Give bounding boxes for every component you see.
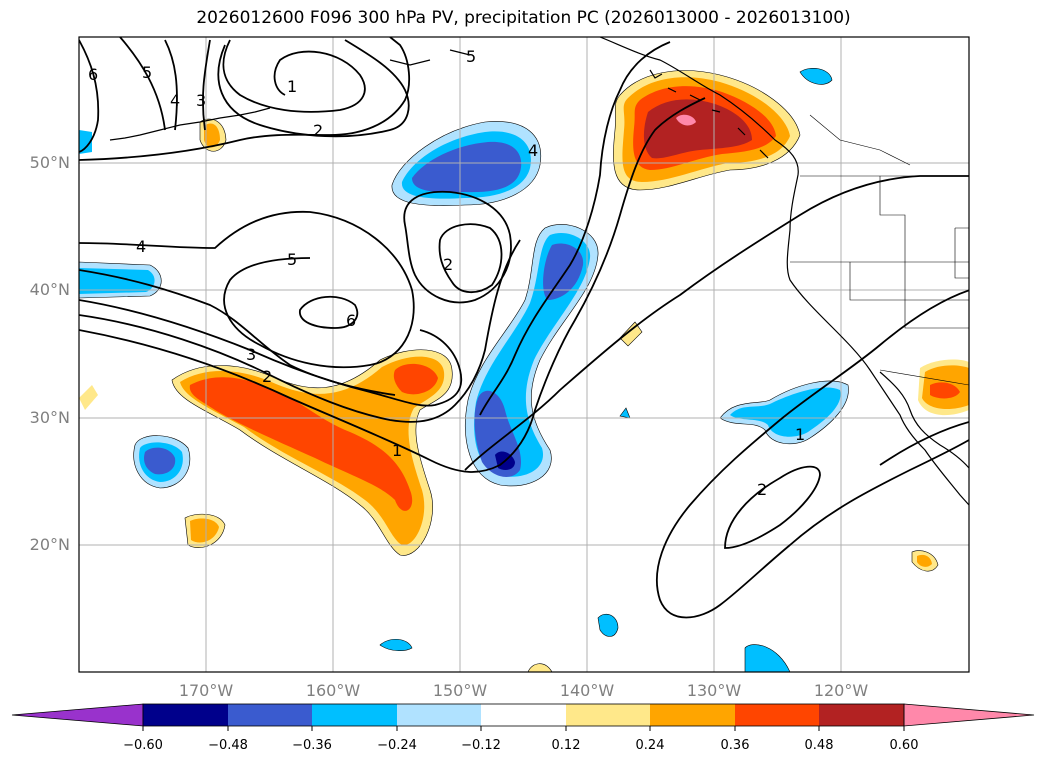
lat-label: 50°N [29, 153, 70, 172]
contour-label: 4 [136, 237, 146, 256]
colorbar [11, 703, 1035, 731]
contour-label: 3 [196, 91, 206, 110]
contour-label: 1 [392, 441, 402, 460]
colorbar-tick-label: 0.12 [551, 738, 581, 753]
contour-label: 1 [795, 425, 805, 444]
pv-contours [79, 37, 969, 619]
colorbar-extend-low [11, 703, 144, 727]
colorbar-tick-label: −0.48 [208, 738, 248, 753]
lon-label: 140°W [559, 681, 615, 700]
contour-label: 4 [170, 91, 180, 110]
lat-label: 20°N [29, 535, 70, 554]
map-title: 2026012600 F096 300 hPa PV, precipitatio… [196, 8, 851, 28]
colorbar-tick-label: 0.24 [635, 738, 665, 753]
contour-label: 5 [466, 47, 476, 66]
colorbar-tick-label: −0.60 [123, 738, 163, 753]
borders [790, 114, 969, 386]
colorbar-tick-label: 0.36 [720, 738, 750, 753]
gridlines [79, 37, 969, 672]
lon-label: 120°W [813, 681, 869, 700]
positive-anomaly-fields [79, 70, 969, 672]
colorbar-tick-label: 0.60 [889, 738, 919, 753]
contour-label: 2 [313, 121, 323, 140]
contour-label: 2 [443, 255, 453, 274]
contour-label: 5 [287, 250, 297, 269]
contour-label-group: 6 5 4 3 1 2 5 4 2 4 5 6 3 2 1 1 2 [88, 47, 805, 499]
contour-label: 4 [528, 141, 538, 160]
colorbar-tick-label: −0.12 [461, 738, 501, 753]
map-frame [78, 36, 970, 673]
contour-label: 5 [142, 63, 152, 82]
colorbar-tick-label: 0.48 [804, 738, 834, 753]
lon-label: 150°W [432, 681, 488, 700]
lon-label: 160°W [305, 681, 361, 700]
colorbar-tick-label: −0.36 [292, 738, 332, 753]
lat-label: 30°N [29, 408, 70, 427]
coastlines [109, 37, 969, 506]
contour-label: 2 [757, 480, 767, 499]
lon-label: 130°W [686, 681, 742, 700]
contour-label: 1 [287, 77, 297, 96]
lat-label: 40°N [29, 280, 70, 299]
contour-label: 3 [246, 345, 256, 364]
map-area [79, 37, 969, 672]
colorbar-extend-high [903, 703, 1035, 727]
contour-label: 6 [346, 311, 356, 330]
contour-label: 2 [262, 367, 272, 386]
colorbar-tick-label: −0.24 [377, 738, 417, 753]
contour-label: 6 [88, 65, 98, 84]
lon-label: 170°W [178, 681, 234, 700]
